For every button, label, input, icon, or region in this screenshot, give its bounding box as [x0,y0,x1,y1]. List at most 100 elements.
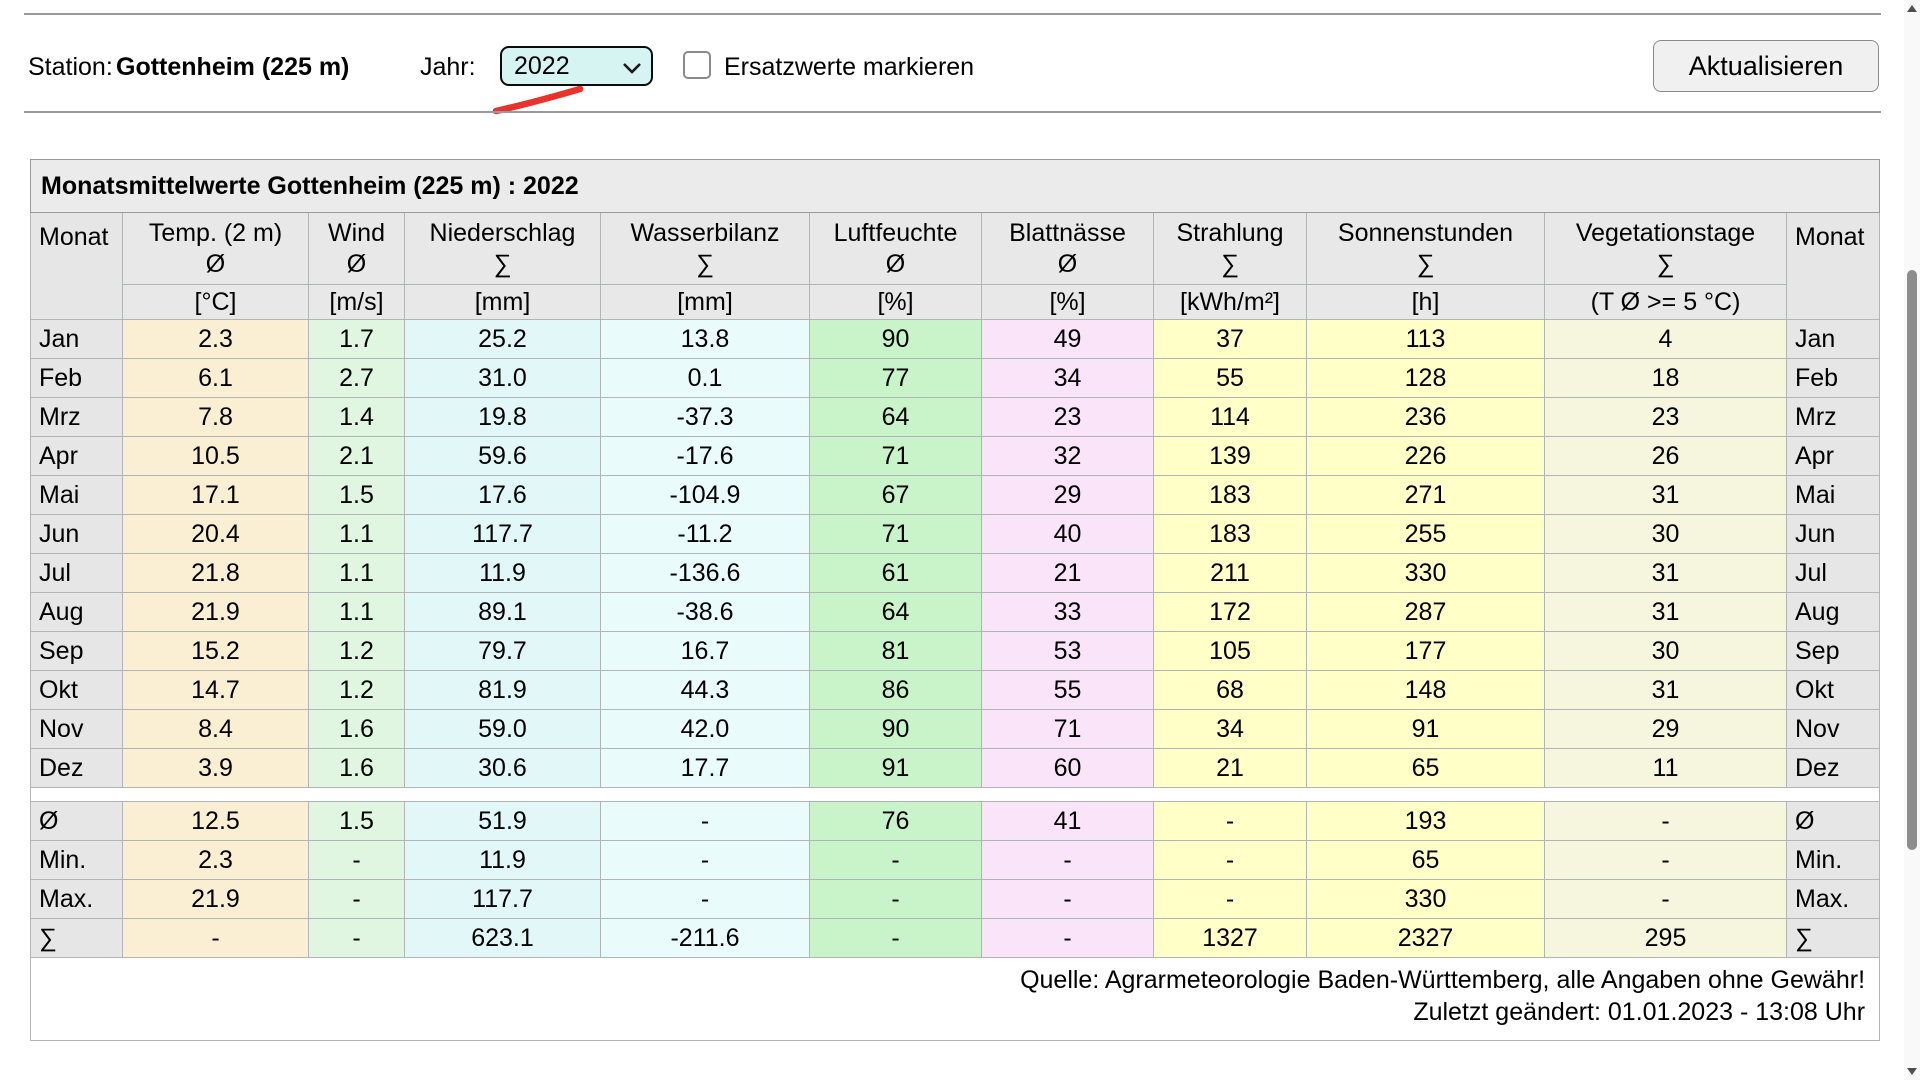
value-cell: 90 [809,319,982,359]
column-symbol: ∑ [696,249,714,278]
scrollbar-thumb[interactable] [1907,270,1917,850]
row-label: Ø [30,801,123,841]
month-row: Mai 17.1 1.5 17.6 -104.9 67 29 183 271 31 Mai [30,475,1881,515]
value-cell: 2.7 [308,358,405,398]
value-cell: - [809,918,982,958]
month-row: Apr 10.5 2.1 59.6 -17.6 71 32 139 226 26 Apr [30,436,1881,476]
month-row: Dez 3.9 1.6 30.6 17.7 91 60 21 65 11 Dez [30,748,1881,788]
value-cell: 2327 [1306,918,1545,958]
column-name: Luftfeuchte [833,218,958,247]
value-cell: 65 [1306,840,1545,880]
value-cell: 330 [1306,553,1545,593]
value-cell: 13.8 [600,319,810,359]
summary-row: Max. 21.9-117.7- - - -330- Max. [30,879,1881,919]
column-unit: [h] [1306,284,1545,320]
value-cell: -11.2 [600,514,810,554]
value-cell: 10.5 [122,436,309,476]
row-label: Apr [30,436,123,476]
value-cell: 105 [1153,631,1307,671]
value-cell: 41 [981,801,1154,841]
value-cell: 81.9 [404,670,601,710]
value-cell: 77 [809,358,982,398]
scroll-up-icon[interactable] [1907,5,1917,12]
substitute-checkbox-label[interactable]: Ersatzwerte markieren [724,53,975,81]
monthly-values-table: Monatsmittelwerte Gottenheim (225 m) : 2… [29,159,1881,1041]
row-label: Dez [1785,748,1881,788]
source-note: Quelle: Agrarmeteorologie Baden-Württemb… [1020,966,1866,994]
value-cell: 31 [1544,592,1787,632]
value-cell: 30.6 [404,748,601,788]
value-cell: 295 [1544,918,1787,958]
value-cell: - [1153,840,1307,880]
value-cell: - [809,840,982,880]
value-cell: -104.9 [600,475,810,515]
value-cell: 14.7 [122,670,309,710]
vertical-scrollbar[interactable] [1904,0,1920,1080]
value-cell: 21.8 [122,553,309,593]
value-cell: 15.2 [122,631,309,671]
row-label: Jul [30,553,123,593]
row-label: Okt [30,670,123,710]
value-cell: 59.6 [404,436,601,476]
column-header: Luftfeuchte Ø [809,212,982,285]
value-cell: 60 [981,748,1154,788]
value-cell: 113 [1306,319,1545,359]
separator-row [29,787,1881,802]
month-row: Mrz 7.8 1.4 19.8 -37.3 64 23 114 236 23 Mrz [30,397,1881,437]
row-label: Mai [30,475,123,515]
year-label: Jahr: [420,53,476,81]
row-label: Aug [1785,592,1881,632]
column-unit: [m/s] [308,284,405,320]
value-cell: 1327 [1153,918,1307,958]
update-button[interactable]: Aktualisieren [1653,40,1879,92]
scroll-down-icon[interactable] [1907,1068,1917,1075]
month-row: Aug 21.9 1.1 89.1 -38.6 64 33 172 287 31 Aug [30,592,1881,632]
summary-row: ∑ - -623.1 -211.6- -1327 2327 295 ∑ [30,918,1881,958]
value-cell: -211.6 [600,918,810,958]
value-cell: - [1153,879,1307,919]
row-label: Jun [1785,514,1881,554]
value-cell: 30 [1544,514,1787,554]
column-header: Temp. (2 m) Ø [122,212,309,285]
value-cell: 139 [1153,436,1307,476]
value-cell: 11.9 [404,840,601,880]
top-divider [24,13,1881,15]
row-label: ∑ [30,918,123,958]
row-label: Apr [1785,436,1881,476]
value-cell: 0.1 [600,358,810,398]
row-label: Mai [1785,475,1881,515]
column-unit: [mm] [600,284,810,320]
value-cell: - [308,840,405,880]
substitute-checkbox[interactable] [683,51,711,79]
row-label: Max. [1785,879,1881,919]
row-label: Min. [30,840,123,880]
row-label: Max. [30,879,123,919]
value-cell: 193 [1306,801,1545,841]
column-header: Blattnässe Ø [981,212,1154,285]
column-header: Wasserbilanz ∑ [600,212,810,285]
value-cell: 623.1 [404,918,601,958]
value-cell: 23 [1544,397,1787,437]
value-cell: - [981,840,1154,880]
last-modified: Zuletzt geändert: 01.01.2023 - 13:08 Uhr [1413,998,1866,1026]
table-footer-cell: Quelle: Agrarmeteorologie Baden-Württemb… [29,957,1881,1041]
value-cell: 21.9 [122,879,309,919]
month-column-header: Monat [1785,212,1881,320]
value-cell: 1.6 [308,709,405,749]
value-cell: 1.1 [308,514,405,554]
value-cell: 49 [981,319,1154,359]
value-cell: - [308,918,405,958]
value-cell: 71 [809,514,982,554]
value-cell: 91 [809,748,982,788]
row-label: Aug [30,592,123,632]
value-cell: 21 [981,553,1154,593]
year-select[interactable]: 2022 [500,46,653,86]
table-title: Monatsmittelwerte Gottenheim (225 m) : 2… [41,171,579,200]
column-header: Wind Ø [308,212,405,285]
row-label: Jan [30,319,123,359]
value-cell: 2.1 [308,436,405,476]
value-cell: - [122,918,309,958]
value-cell: 2.3 [122,840,309,880]
table-title-row: Monatsmittelwerte Gottenheim (225 m) : 2… [29,159,1881,213]
row-label: Mrz [30,397,123,437]
